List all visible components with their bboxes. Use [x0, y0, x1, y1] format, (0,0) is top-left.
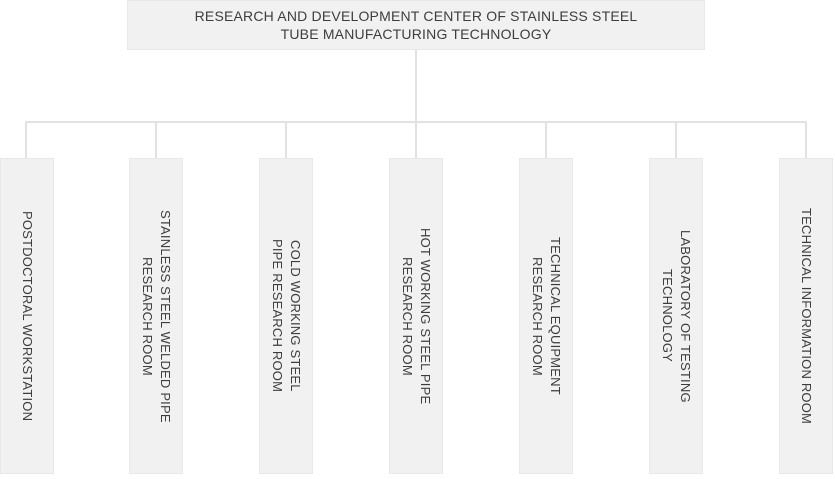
org-node-root: RESEARCH AND DEVELOPMENT CENTER OF STAIN…	[127, 0, 705, 50]
connector-drop-line	[675, 121, 677, 158]
org-node-postdoctoral-workstation: POSTDOCTORAL WORKSTATION	[0, 158, 54, 474]
org-node-label: TECHNICAL INFORMATION ROOM	[799, 207, 814, 425]
connector-drop-line	[415, 121, 417, 158]
org-node-label: TECHNICAL EQUIPMENT RESEARCH ROOM	[530, 237, 563, 395]
connector-trunk-line	[415, 50, 417, 122]
connector-drop-line	[155, 121, 157, 158]
connector-drop-line	[25, 121, 27, 158]
connector-drop-line	[545, 121, 547, 158]
org-node-stainless-steel-welded-pipe-research-room: STAINLESS STEEL WELDED PIPE RESEARCH ROO…	[129, 158, 183, 474]
org-node-hot-working-steel-pipe-research-room: HOT WORKING STEEL PIPE RESEARCH ROOM	[389, 158, 443, 474]
org-node-technical-information-room: TECHNICAL INFORMATION ROOM	[779, 158, 833, 474]
org-node-label: LABORATORY OF TESTING TECHNOLOGY	[660, 229, 693, 403]
org-node-label: HOT WORKING STEEL PIPE RESEARCH ROOM	[400, 227, 433, 405]
org-node-label: STAINLESS STEEL WELDED PIPE RESEARCH ROO…	[140, 209, 173, 423]
org-node-technical-equipment-research-room: TECHNICAL EQUIPMENT RESEARCH ROOM	[519, 158, 573, 474]
org-node-label: POSTDOCTORAL WORKSTATION	[20, 210, 35, 422]
org-node-cold-working-steel-pipe-research-room: COLD WORKING STEEL PIPE RESEARCH ROOM	[259, 158, 313, 474]
org-node-label: COLD WORKING STEEL PIPE RESEARCH ROOM	[270, 239, 303, 393]
connector-drop-line	[805, 121, 807, 158]
org-node-root-label: RESEARCH AND DEVELOPMENT CENTER OF STAIN…	[194, 8, 638, 42]
org-node-laboratory-of-testing-technology: LABORATORY OF TESTING TECHNOLOGY	[649, 158, 703, 474]
connector-drop-line	[285, 121, 287, 158]
